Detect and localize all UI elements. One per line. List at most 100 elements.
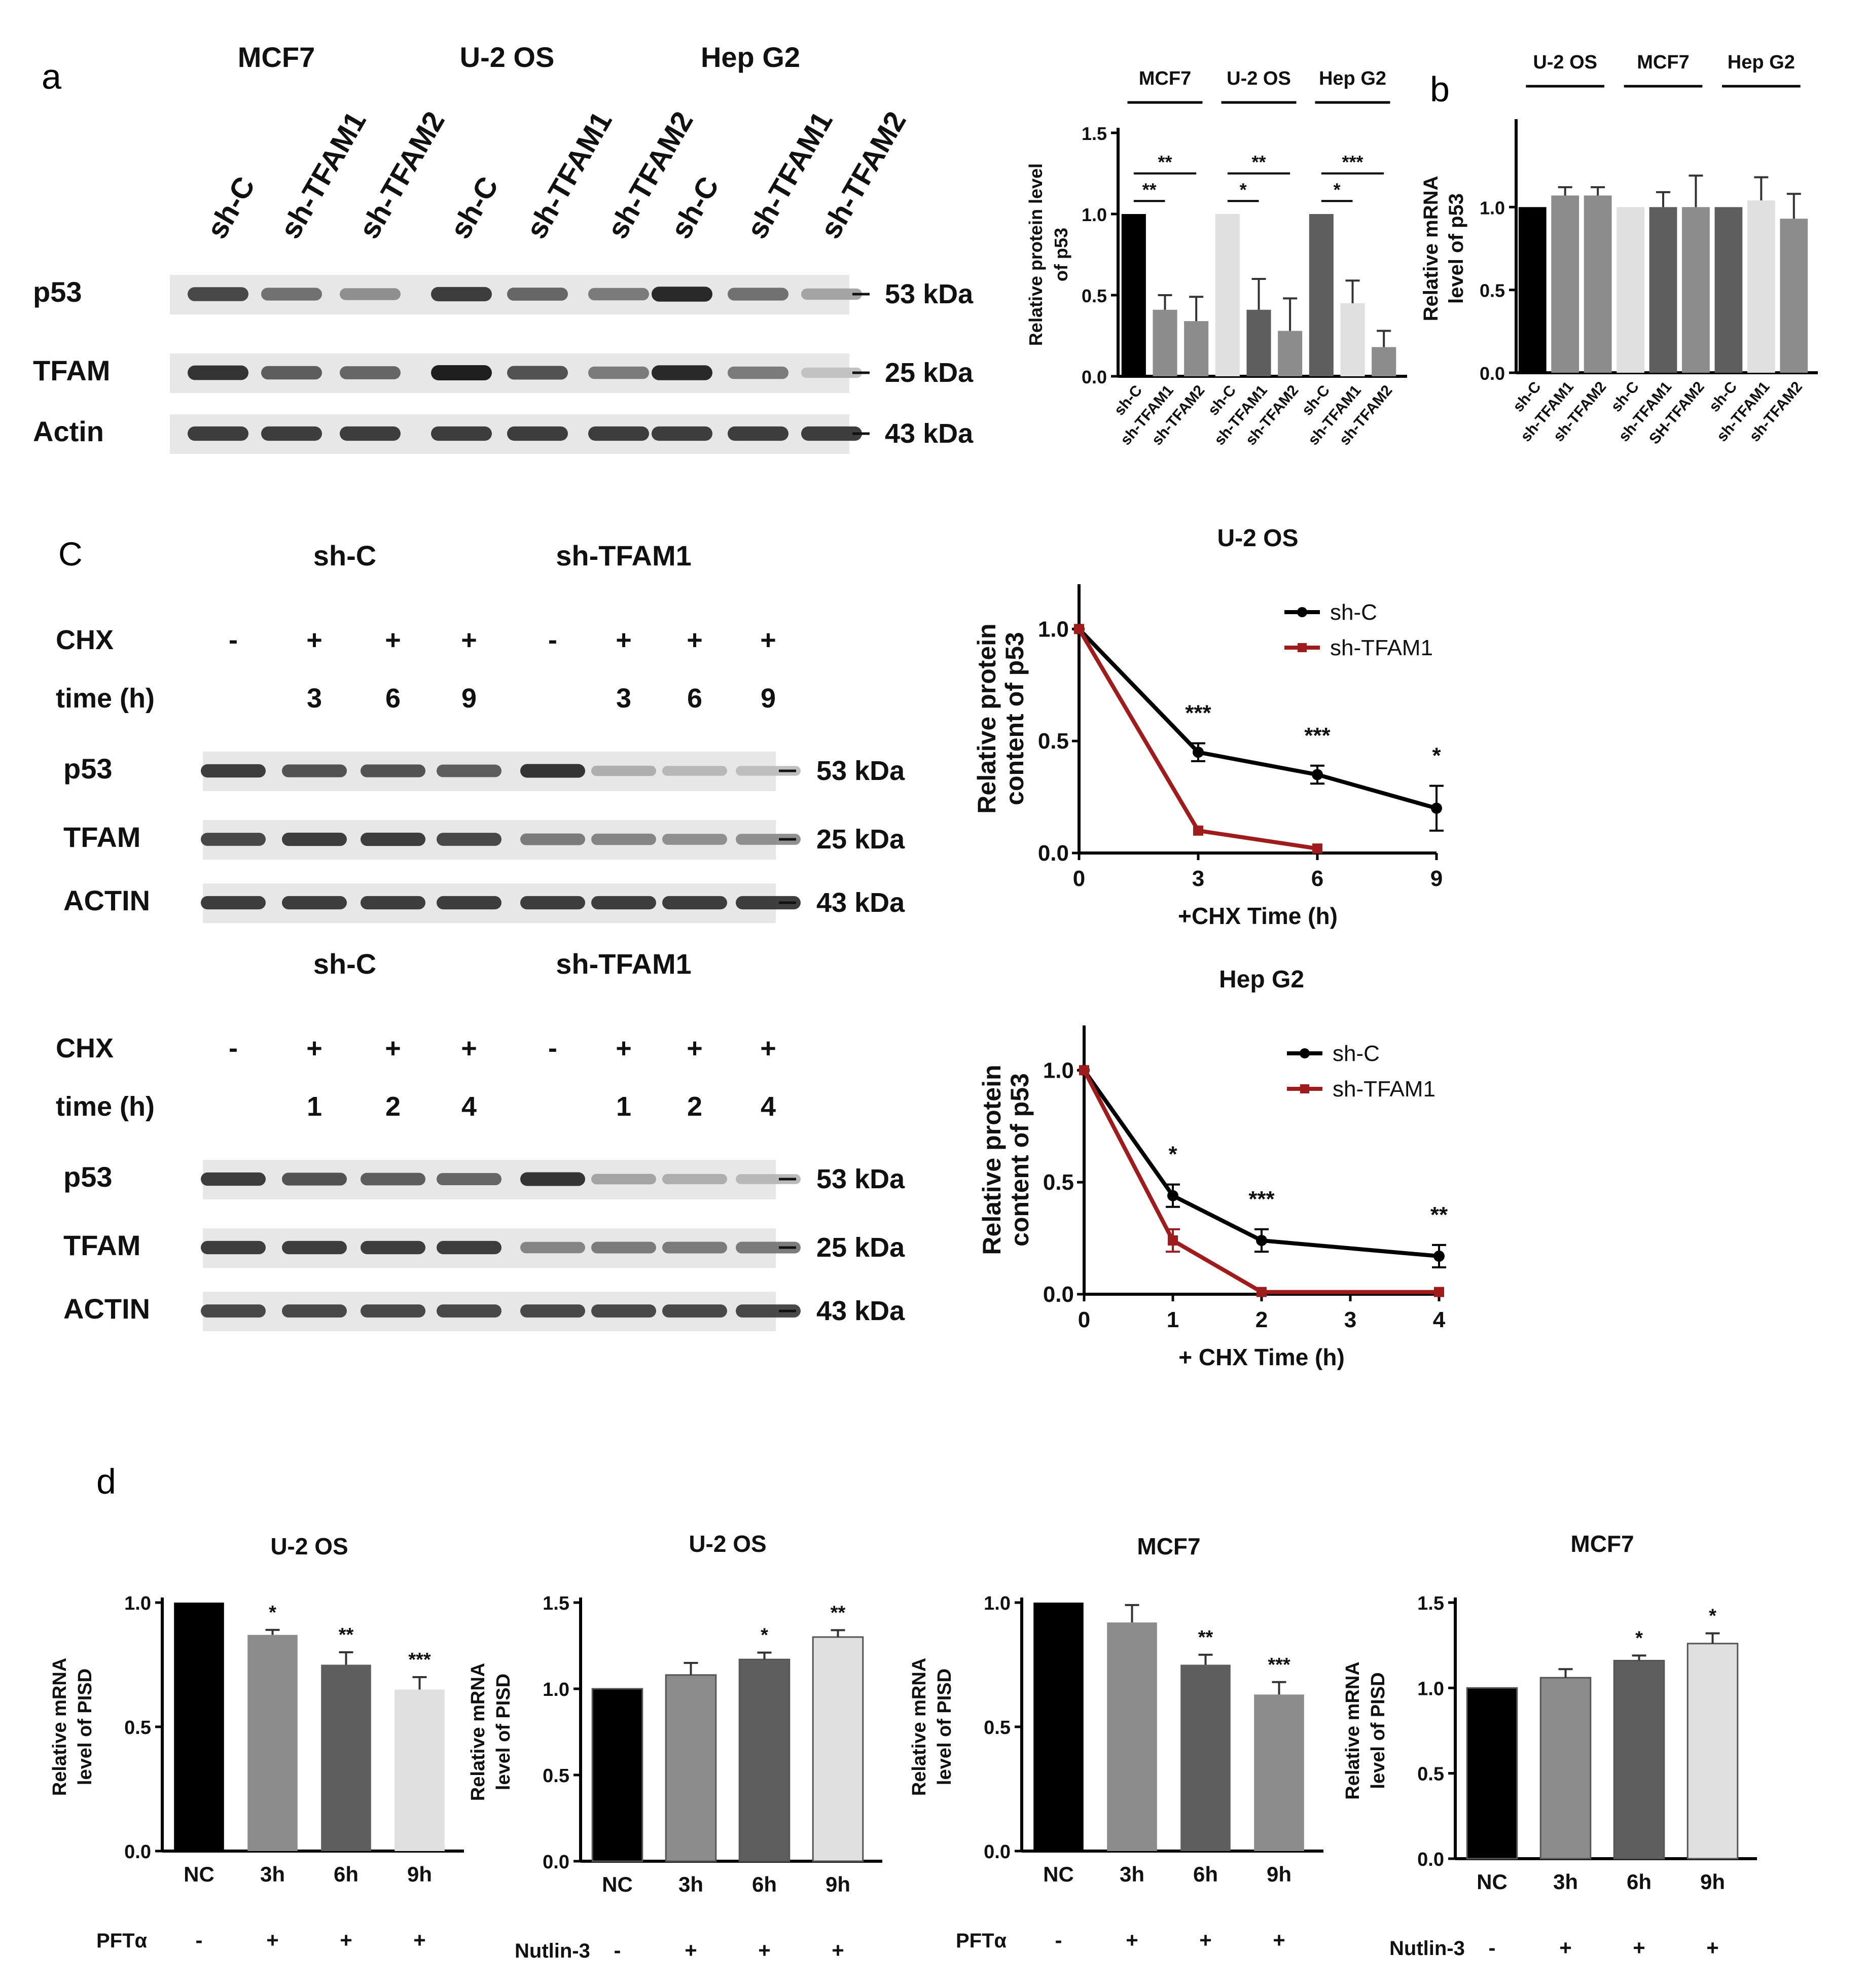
y-tick-label: 0.5: [1082, 286, 1107, 306]
condition-value: 9: [461, 683, 477, 714]
bar: [1215, 214, 1240, 376]
x-tick-label: 9h: [826, 1872, 850, 1896]
blot-band: [728, 426, 788, 441]
significance-marker: ***: [1304, 723, 1331, 748]
condition-value: -: [548, 1033, 557, 1063]
data-point: [1193, 747, 1204, 758]
y-tick-label: 1.0: [1043, 1058, 1074, 1083]
panel-letter-d: d: [96, 1462, 116, 1501]
condition-value: 6: [687, 683, 702, 714]
group-label: MCF7: [1637, 52, 1689, 73]
treatment-label: Nutlin-3: [1389, 1937, 1465, 1960]
x-tick-label: 4: [1433, 1307, 1446, 1332]
significance-marker: **: [831, 1602, 846, 1623]
bar: [1372, 347, 1396, 376]
blot-band: [588, 366, 649, 379]
significance-marker: **: [1142, 179, 1157, 200]
blot-band: [282, 1173, 347, 1186]
significance-marker: **: [1430, 1202, 1448, 1227]
significance-marker: ***: [1248, 1187, 1275, 1212]
group-label: Hep G2: [1728, 52, 1795, 73]
significance-marker: *: [761, 1625, 768, 1646]
condition-value: -: [229, 1033, 238, 1063]
significance-marker: **: [1198, 1627, 1213, 1648]
condition-value: 2: [687, 1091, 702, 1122]
condition-value: +: [687, 625, 703, 655]
blot-band: [588, 426, 649, 441]
chart-title: U-2 OS: [270, 1533, 348, 1559]
condition-value: +: [760, 625, 776, 655]
bar: [1107, 1622, 1157, 1851]
blot-band: [736, 1174, 801, 1184]
blot-band: [431, 365, 492, 380]
condition-value: 2: [385, 1091, 401, 1122]
blot-band: [201, 1240, 266, 1255]
y-tick-label: 1.0: [1417, 1678, 1444, 1699]
y-axis-label: Relative protein: [978, 1064, 1006, 1255]
blot-band: [437, 764, 501, 777]
molecular-weight-marker: 25 kDa: [885, 358, 974, 388]
blot-band: [437, 896, 501, 910]
x-tick-label: NC: [184, 1862, 214, 1886]
x-tick-label: 3h: [678, 1872, 703, 1896]
blot-band: [361, 896, 425, 910]
bar: [174, 1603, 224, 1851]
treatment-sign: +: [758, 1938, 771, 1962]
blot-band: [591, 1174, 656, 1185]
y-axis-label: level of PISD: [75, 1668, 96, 1785]
blot-band: [591, 765, 656, 776]
chart-d-mcf7-nutlin: MCF7 0.0 0.5 1.0 1.5 Relative mRNA level of PI…: [1342, 1531, 1757, 1960]
bar: [247, 1635, 298, 1851]
bar: [1617, 207, 1644, 373]
blot-band: [340, 288, 401, 300]
panel-letter-a: a: [42, 57, 61, 96]
chart-c-hepg2-decay: Hep G2 0.0 0.5 1.0 0 1 2 3 4 + CHX Time (h) Relati…: [978, 966, 1448, 1370]
group-label: sh-C: [313, 948, 376, 980]
blot-band: [520, 1172, 585, 1186]
y-axis-label: level of PISD: [934, 1668, 955, 1785]
x-tick-label: 3h: [1553, 1870, 1578, 1894]
blot-band: [282, 1304, 347, 1318]
blot-band: [652, 426, 712, 441]
molecular-weight-marker: 25 kDa: [816, 1232, 905, 1263]
data-point: [1257, 1287, 1267, 1297]
blot-band: [736, 766, 801, 776]
blot-band: [361, 1173, 425, 1186]
treatment-sign: +: [1126, 1928, 1138, 1952]
y-tick-label: 0.5: [1480, 280, 1505, 301]
y-tick-label: 0.5: [1417, 1764, 1444, 1785]
legend-label: sh-C: [1330, 600, 1377, 625]
condition-label: CHX: [56, 625, 114, 655]
western-blot-c-hepg2: sh-C sh-TFAM1 CHX - + + + - + + + time (h) 1 2 4 1 2 4 p53…: [56, 948, 905, 1331]
lane-label: sh-C: [664, 171, 726, 244]
bar: [1613, 1659, 1665, 1860]
molecular-weight-marker: 43 kDa: [885, 418, 974, 449]
y-tick-label: 0.5: [543, 1765, 569, 1787]
y-tick-label: 1.0: [1082, 204, 1107, 225]
treatment-label: PFTα: [956, 1930, 1007, 1952]
group-label: MCF7: [1139, 68, 1191, 89]
bar: [1340, 303, 1365, 376]
y-tick-label: 0.0: [1417, 1849, 1444, 1870]
bar: [1184, 321, 1209, 376]
condition-value: 4: [761, 1091, 776, 1122]
treatment-sign: +: [1559, 1936, 1572, 1960]
blot-band: [520, 896, 585, 910]
significance-marker: **: [1158, 152, 1172, 172]
blot-band: [437, 1304, 501, 1318]
significance-marker: *: [1432, 743, 1441, 768]
blot-band: [201, 1172, 266, 1186]
legend-marker: [1300, 1048, 1310, 1058]
treatment-label: PFTα: [96, 1930, 148, 1952]
condition-value: +: [385, 1033, 401, 1063]
condition-value: 4: [461, 1091, 477, 1122]
bar: [591, 1688, 643, 1862]
lane-label: sh-C: [200, 171, 262, 244]
bar: [665, 1674, 717, 1862]
cell-line-label: Hep G2: [701, 41, 800, 73]
blot-band: [437, 833, 501, 846]
blot-band: [662, 1174, 727, 1185]
blot-band: [801, 426, 862, 441]
treatment-sign: +: [1633, 1936, 1645, 1960]
